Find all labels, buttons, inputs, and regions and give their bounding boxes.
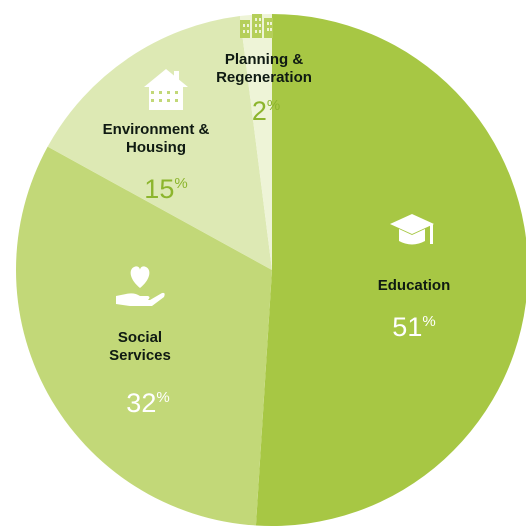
graduation-cap-icon xyxy=(390,214,434,245)
slice-label-social: Social Services xyxy=(109,329,171,364)
pie-slice-social xyxy=(16,146,272,526)
slice-label-planning: Planning & Regeneration xyxy=(216,51,312,86)
slice-label-education: Education xyxy=(378,277,451,294)
slice-percent-environment: 15% xyxy=(144,174,187,204)
slice-percent-social: 32% xyxy=(126,388,169,418)
pie-slice-planning xyxy=(239,14,272,270)
house-icon xyxy=(144,69,188,110)
heart-in-hand-icon xyxy=(116,266,165,306)
buildings-icon xyxy=(240,14,273,38)
slice-percent-planning: 2% xyxy=(252,96,280,126)
pie-slices xyxy=(16,14,526,526)
slice-label-environment: Environment & Housing xyxy=(103,121,210,156)
pie-slice-environment xyxy=(47,16,272,271)
slice-icons xyxy=(116,14,434,306)
pie-slice-education xyxy=(255,14,526,526)
slice-labels: Education 51% Social Services 32% Environment… xyxy=(103,51,451,418)
slice-percent-education: 51% xyxy=(392,312,435,342)
